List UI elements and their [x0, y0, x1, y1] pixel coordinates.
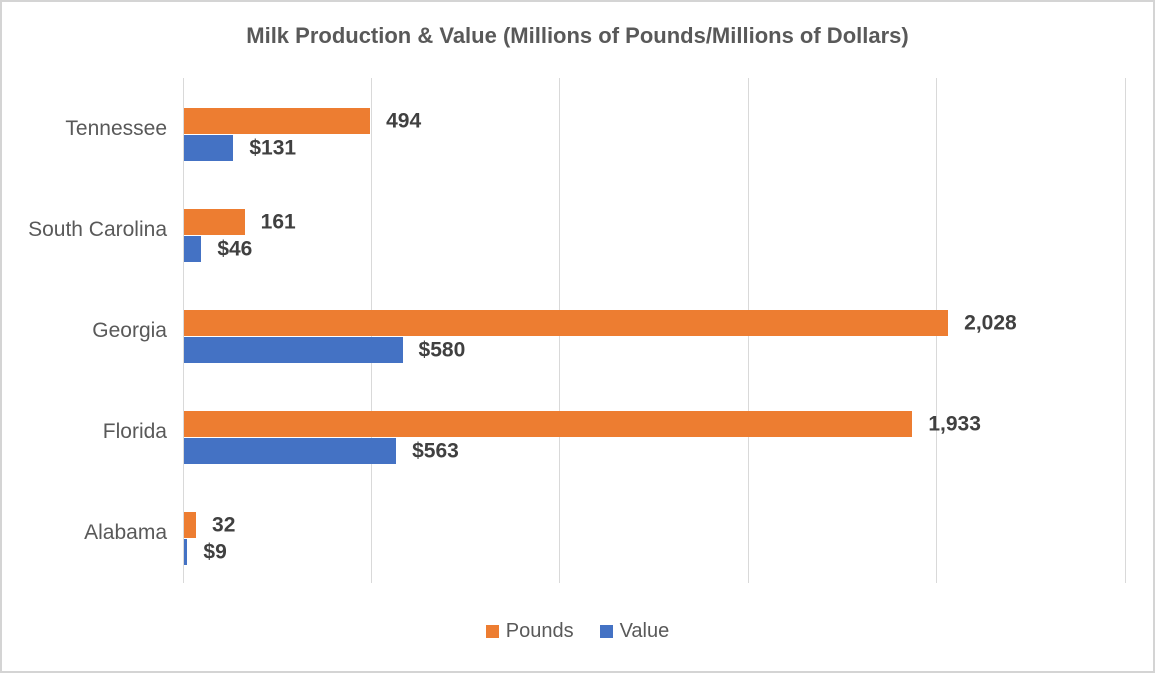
category-label-florida: Florida — [102, 419, 167, 443]
data-label-value-tennessee: $131 — [249, 136, 297, 160]
bar-value-florida — [184, 438, 397, 464]
bar-value-alabama — [184, 539, 188, 565]
data-label-pounds-south-carolina: 161 — [260, 210, 296, 234]
data-label-pounds-georgia: 2,028 — [964, 311, 1017, 335]
data-label-value-georgia: $580 — [418, 338, 466, 362]
bar-pounds-south-carolina — [184, 209, 245, 235]
bar-value-tennessee — [184, 135, 234, 161]
chart-title: Milk Production & Value (Millions of Pou… — [246, 23, 909, 48]
legend-label-value: Value — [619, 620, 670, 642]
category-label-alabama: Alabama — [84, 520, 167, 544]
data-label-pounds-florida: 1,933 — [928, 412, 981, 436]
data-label-pounds-tennessee: 494 — [386, 109, 422, 133]
legend-label-pounds: Pounds — [505, 620, 574, 642]
category-label-south-carolina: South Carolina — [28, 217, 167, 241]
data-label-value-alabama: $9 — [203, 540, 227, 564]
legend-swatch-pounds — [485, 624, 499, 638]
legend-swatch-value — [599, 624, 613, 638]
bar-pounds-tennessee — [184, 108, 371, 134]
category-axis: Tennessee South Carolina Georgia Florida Ala… — [2, 78, 167, 583]
bar-value-georgia — [184, 337, 403, 363]
category-label-georgia: Georgia — [92, 318, 167, 342]
legend-item-pounds: Pounds — [485, 620, 574, 642]
bar-pounds-alabama — [184, 512, 197, 538]
legend: Pounds Value — [2, 621, 1153, 641]
gridline-0 — [182, 78, 184, 583]
data-label-pounds-alabama: 32 — [212, 513, 236, 537]
bar-pounds-florida — [184, 411, 913, 437]
legend-item-value: Value — [599, 620, 670, 642]
data-label-value-south-carolina: $46 — [217, 237, 253, 261]
plot-area: 494 $131 161 $46 2,028 $580 1,933 $563 32 $9 — [182, 78, 1126, 583]
category-label-tennessee: Tennessee — [65, 116, 167, 140]
gridline-2500 — [1124, 78, 1126, 583]
data-label-value-florida: $563 — [412, 439, 459, 463]
bar-pounds-georgia — [184, 310, 949, 336]
bar-value-south-carolina — [184, 236, 202, 262]
